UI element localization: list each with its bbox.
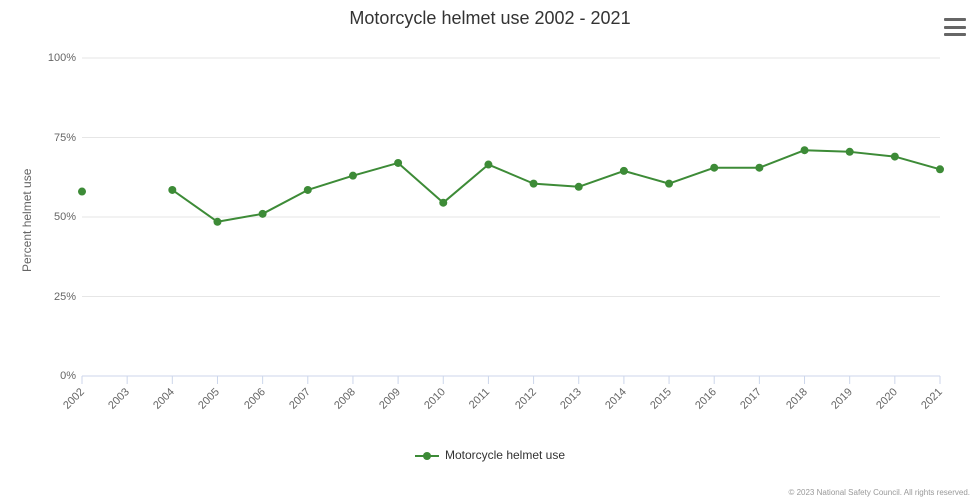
series-marker[interactable] [665,180,673,188]
legend-label: Motorcycle helmet use [445,448,565,462]
series-marker[interactable] [936,165,944,173]
hamburger-menu-icon[interactable] [944,18,966,36]
x-tick-label: 2014 [603,386,629,412]
series-marker[interactable] [484,161,492,169]
x-tick-label: 2020 [874,386,900,412]
x-tick-label: 2018 [784,386,810,412]
x-tick-label: 2010 [422,386,448,412]
chart-credit: © 2023 National Safety Council. All righ… [788,488,970,497]
x-tick-label: 2012 [513,386,539,412]
y-tick-label: 100% [38,52,76,64]
series-marker[interactable] [846,148,854,156]
series-marker[interactable] [439,199,447,207]
chart-legend[interactable]: Motorcycle helmet use [0,448,980,462]
series-marker[interactable] [78,188,86,196]
x-tick-label: 2017 [739,386,765,412]
x-tick-label: 2015 [648,386,674,412]
series-marker[interactable] [304,186,312,194]
series-marker[interactable] [530,180,538,188]
x-tick-label: 2007 [287,386,313,412]
series-marker[interactable] [349,172,357,180]
legend-marker-icon [415,450,439,462]
x-tick-label: 2016 [693,386,719,412]
series-marker[interactable] [620,167,628,175]
series-marker[interactable] [755,164,763,172]
y-axis-label: Percent helmet use [20,169,34,272]
chart-plot-area [82,58,940,376]
x-tick-label: 2013 [558,386,584,412]
y-tick-label: 0% [38,370,76,382]
series-marker[interactable] [259,210,267,218]
x-tick-label: 2003 [106,386,132,412]
series-marker[interactable] [891,153,899,161]
x-tick-label: 2011 [467,386,492,411]
x-tick-label: 2021 [919,386,945,412]
series-marker[interactable] [168,186,176,194]
x-tick-label: 2005 [197,386,223,412]
x-tick-label: 2004 [151,386,177,412]
y-tick-label: 50% [38,211,76,223]
y-tick-label: 25% [38,291,76,303]
series-marker[interactable] [213,218,221,226]
series-marker[interactable] [575,183,583,191]
x-tick-label: 2009 [377,386,403,412]
series-marker[interactable] [710,164,718,172]
x-tick-label: 2008 [332,386,358,412]
chart-container: Motorcycle helmet use 2002 - 2021 Percen… [0,0,980,503]
chart-title: Motorcycle helmet use 2002 - 2021 [0,8,980,29]
series-line [172,150,940,222]
x-tick-label: 2002 [61,386,87,412]
series-marker[interactable] [801,146,809,154]
series-marker[interactable] [394,159,402,167]
x-tick-label: 2006 [242,386,268,412]
y-tick-label: 75% [38,132,76,144]
x-tick-label: 2019 [829,386,855,412]
